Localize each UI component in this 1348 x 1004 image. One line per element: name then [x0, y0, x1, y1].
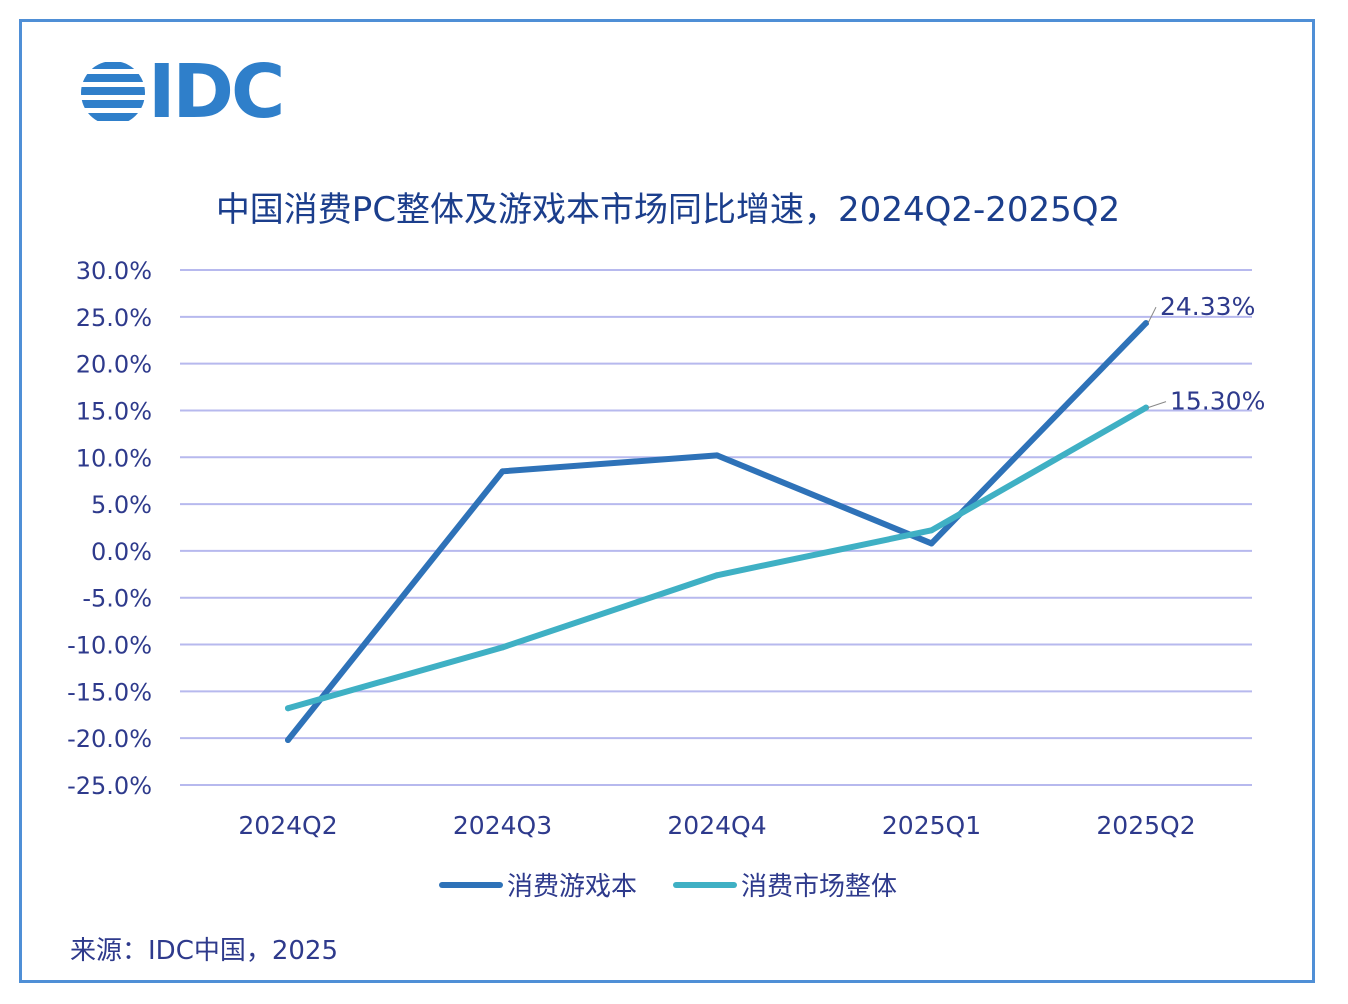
y-tick-label: 25.0% [76, 304, 152, 332]
legend-label-gaming: 消费游戏本 [506, 872, 637, 902]
idc-logo-text: IDC [148, 49, 285, 135]
chart-legend: 消费游戏本 消费市场整体 [0, 866, 1336, 903]
y-tick-label: -15.0% [67, 678, 152, 706]
y-tick-label: 10.0% [76, 444, 152, 472]
y-tick-label: -10.0% [67, 632, 152, 660]
legend-label-overall: 消费市场整体 [741, 872, 898, 902]
legend-item-gaming: 消费游戏本 [438, 866, 637, 903]
series-line-gaming [285, 320, 1149, 744]
legend-swatch-overall [673, 881, 737, 888]
data-point [714, 452, 720, 459]
idc-logo: IDC [78, 52, 298, 132]
data-point [1143, 320, 1149, 327]
idc-globe-icon [81, 62, 145, 121]
data-point [499, 644, 506, 651]
data-point [928, 540, 935, 547]
y-tick-label: -20.0% [67, 725, 152, 753]
data-point [499, 468, 506, 475]
y-tick-label: 15.0% [76, 397, 152, 425]
data-label-leader [1147, 401, 1167, 409]
y-tick-label: 20.0% [76, 351, 152, 379]
data-point [285, 705, 291, 712]
data-point [1143, 404, 1149, 411]
y-tick-label: 5.0% [91, 491, 152, 519]
legend-item-overall: 消费市场整体 [673, 866, 897, 903]
chart-title: 中国消费PC整体及游戏本市场同比增速，2024Q2-2025Q2 [215, 190, 1121, 230]
data-label: 15.30% [1170, 387, 1265, 416]
data-point [928, 527, 935, 534]
data-point [285, 737, 291, 744]
legend-swatch-gaming [438, 881, 503, 888]
x-tick-label: 2024Q3 [453, 811, 552, 840]
data-label-leader [1147, 306, 1157, 324]
x-tick-label: 2024Q2 [238, 811, 337, 840]
y-tick-label: 30.0% [76, 257, 152, 285]
chart-frame [19, 19, 1315, 983]
source-note: 来源：IDC中国，2025 [70, 936, 339, 966]
x-tick-label: 2025Q2 [1096, 811, 1195, 840]
data-point [714, 572, 720, 579]
data-label: 24.33% [1160, 292, 1255, 321]
y-tick-label: -5.0% [82, 585, 152, 613]
y-tick-label: 0.0% [91, 538, 152, 566]
x-tick-label: 2024Q4 [667, 811, 766, 840]
x-tick-label: 2025Q1 [882, 811, 981, 840]
y-tick-label: -25.0% [67, 772, 152, 800]
